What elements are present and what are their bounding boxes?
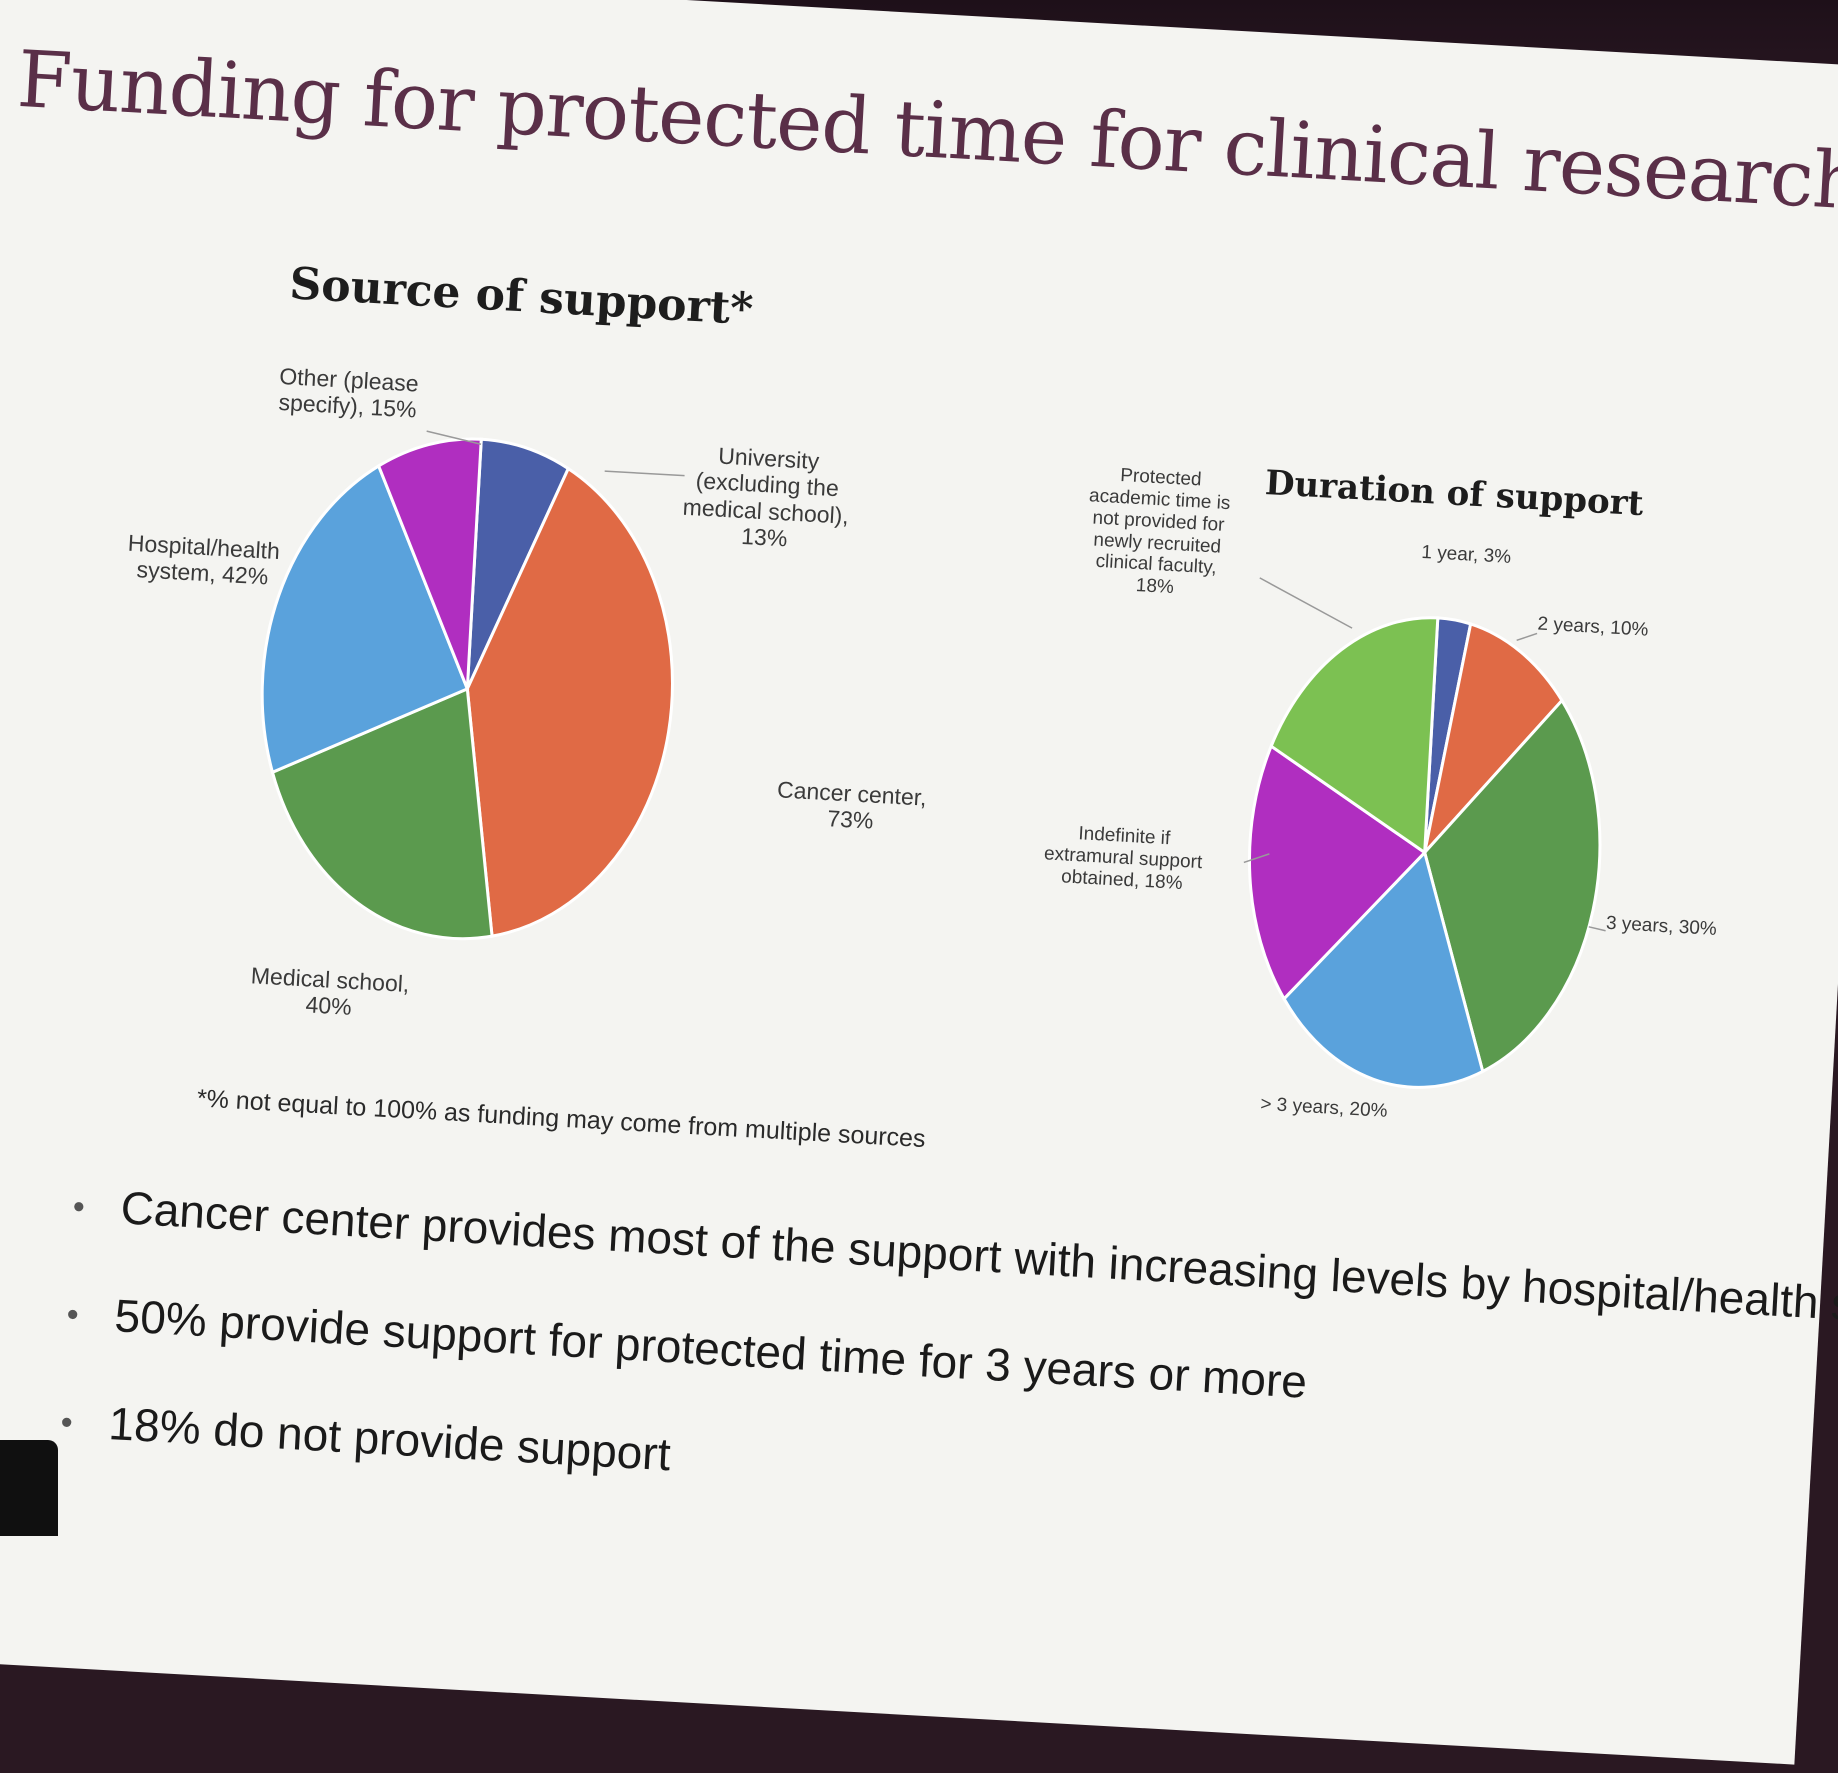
foreground-object — [0, 1440, 58, 1536]
duration-pie-chart — [1243, 577, 1606, 1089]
label-not-provided: Protected academic time is not provided … — [1088, 464, 1231, 599]
duration-pie-slice-2 — [1423, 698, 1602, 1074]
duration-pie-slice-3 — [1282, 849, 1485, 1089]
source-pie-slice-4 — [376, 437, 483, 690]
label-cancer-center: Cancer center, 73% — [776, 776, 928, 835]
leader-line-indefinite — [1243, 853, 1270, 864]
leader-line-other — [426, 430, 482, 445]
source-pie-slice-2 — [270, 686, 494, 941]
label-hospital: Hospital/health system, 42% — [127, 529, 281, 590]
label-other: Other (please specify), 15% — [277, 362, 420, 423]
leader-line-university — [604, 470, 685, 477]
source-pie-chart — [260, 430, 685, 941]
source-pie-slice-0 — [465, 437, 571, 690]
duration-pie-slice-1 — [1422, 622, 1564, 858]
label-indefinite: Indefinite if extramural support obtaine… — [1043, 823, 1203, 894]
label-medical-school: Medical school, 40% — [250, 962, 411, 1021]
duration-pie-slice-5 — [1269, 616, 1440, 856]
label-university: University (excluding the medical school… — [682, 442, 850, 552]
duration-pie-slice-4 — [1247, 743, 1427, 1002]
leader-line-3-years — [1588, 926, 1606, 932]
source-pie-slice-3 — [260, 463, 470, 775]
source-pie-slice-1 — [465, 466, 674, 938]
leader-line-not-provided — [1259, 577, 1353, 629]
leader-line-2-years — [1516, 632, 1538, 642]
